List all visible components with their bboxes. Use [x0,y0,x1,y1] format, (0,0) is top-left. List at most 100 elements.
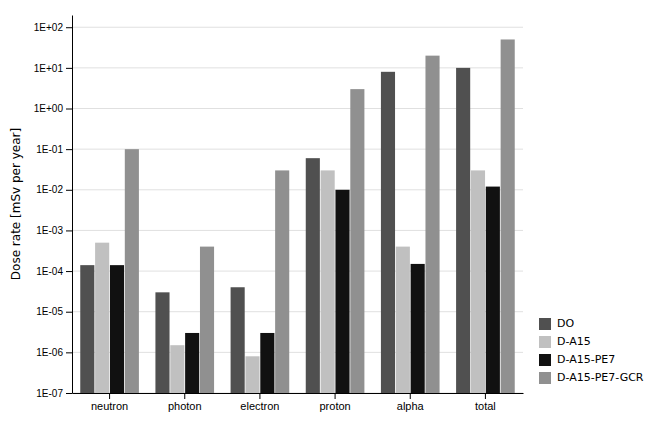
bar [260,333,274,393]
y-tick-label: 1E-02 [36,184,63,195]
y-tick-label: 1E-04 [36,266,63,277]
x-tick: proton [319,393,350,412]
grid-line [72,393,523,394]
x-tick-mark [109,393,110,399]
y-tick-mark [66,312,72,313]
x-tick-label: photon [168,400,202,412]
x-tick: photon [168,393,202,412]
y-tick: 1E-06 [36,347,72,358]
x-tick: neutron [91,393,128,412]
bar [95,243,109,393]
x-tick: alpha [397,393,425,412]
bar [231,287,245,393]
x-tick-label: neutron [91,400,128,412]
legend-item: D-A15-PE7-GCR [539,371,644,384]
bar [501,39,515,393]
bar-series [110,187,500,393]
y-tick: 1E+02 [34,22,72,33]
grid-line [72,311,523,312]
bars [80,39,514,393]
y-tick-mark [66,27,72,28]
chart: 1E-07 1E-06 1E-05 1E-04 1E-03 1E-02 1E-01 1E+00… [0,0,658,425]
y-tick-label: 1E-03 [36,225,63,236]
y-tick: 1E+01 [34,63,72,74]
y-tick-label: 1E-05 [36,306,63,317]
y-tick-label: 1E+02 [34,22,64,33]
bar [200,247,214,393]
legend-item: D-A15 [539,335,591,348]
bar [411,264,425,393]
bar [321,170,335,393]
bar [125,149,139,393]
x-axis: neutron photon electron proton alpha total [73,393,524,412]
grid-line [72,108,523,109]
bar [275,170,289,393]
y-tick: 1E-03 [36,225,72,236]
legend-label: DO [557,317,574,330]
y-tick-label: 1E+00 [34,103,64,114]
bar-series [80,68,470,393]
x-tick-label: total [475,400,496,412]
x-tick-mark [259,393,260,399]
y-tick-mark [66,190,72,191]
y-tick-label: 1E-06 [36,347,63,358]
x-tick-label: proton [319,400,350,412]
grid-line [72,230,523,231]
legend-swatch [539,354,551,366]
bar [80,265,94,393]
legend-swatch [539,372,551,384]
y-tick-label: 1E+01 [34,63,64,74]
legend-swatch [539,318,551,330]
bar [335,190,349,393]
y-tick-mark [66,109,72,110]
y-tick-label: 1E-07 [36,388,63,399]
legend: DO D-A15 D-A15-PE7 D-A15-PE7-GCR [539,317,644,384]
bar [245,356,259,393]
y-axis-title: Dose rate [mSv per year] [9,128,23,280]
x-tick-label: electron [240,400,279,412]
legend-label: D-A15-PE7 [557,353,615,366]
bar [471,170,485,393]
y-tick-mark [66,149,72,150]
x-axis-line [73,393,524,394]
x-tick: total [475,393,496,412]
grid-line [72,149,523,150]
grid-line [72,189,523,190]
bar [110,265,124,393]
grid-line [72,27,523,28]
x-tick-mark [184,393,185,399]
y-tick: 1E-05 [36,306,72,317]
y-tick: 1E-07 [36,388,72,399]
bar [381,72,395,393]
x-tick-label: alpha [397,400,425,412]
bar [170,345,184,393]
bar [306,158,320,393]
grid [72,27,523,393]
bar [396,247,410,393]
legend-label: D-A15 [557,335,591,348]
bar [486,187,500,393]
legend-item: DO [539,317,574,330]
bar [456,68,470,393]
y-tick: 1E-04 [36,266,72,277]
y-tick-mark [66,271,72,272]
y-tick-mark [66,68,72,69]
x-tick: electron [240,393,279,412]
legend-swatch [539,336,551,348]
legend-label: D-A15-PE7-GCR [557,371,644,384]
y-axis-line [72,16,73,394]
bar [425,56,439,393]
bar [350,89,364,393]
y-tick-mark [66,230,72,231]
grid-line [72,67,523,68]
x-tick-mark [485,393,486,399]
y-tick: 1E-02 [36,184,72,195]
x-tick-mark [410,393,411,399]
y-tick: 1E-01 [36,144,72,155]
y-tick: 1E+00 [34,103,72,114]
bar-series [125,39,515,393]
bar [155,292,169,393]
y-tick-mark [66,352,72,353]
y-axis: 1E-07 1E-06 1E-05 1E-04 1E-03 1E-02 1E-01 1E+00… [34,16,73,399]
legend-item: D-A15-PE7 [539,353,615,366]
